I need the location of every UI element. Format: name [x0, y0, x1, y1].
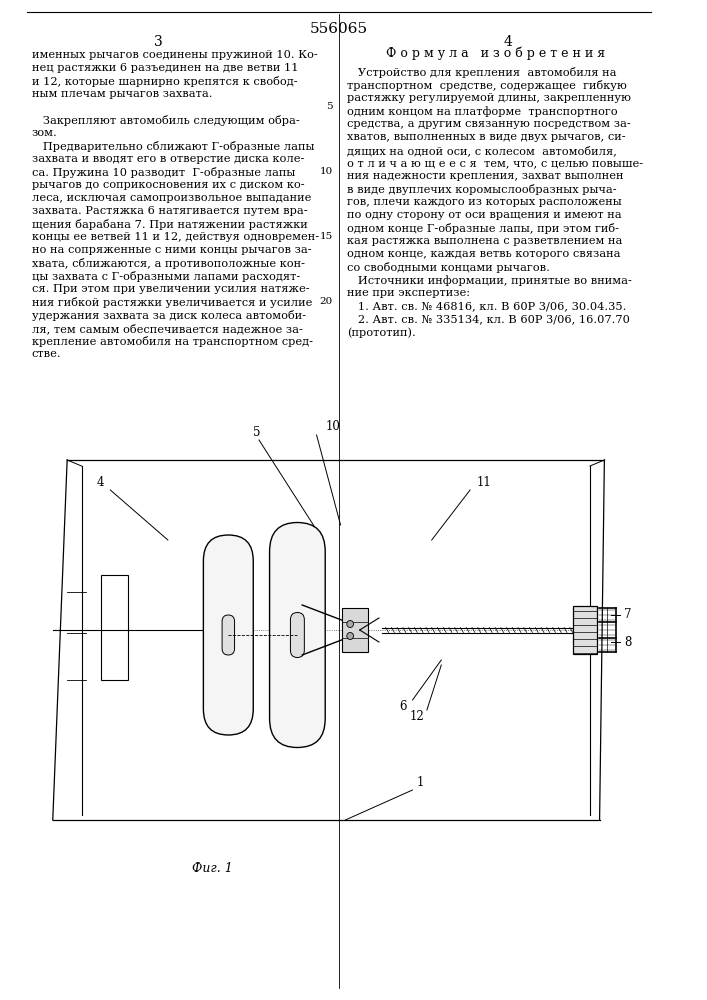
Text: растяжку регулируемой длины, закрепленную: растяжку регулируемой длины, закрепленну…: [347, 93, 631, 103]
Text: 5: 5: [326, 102, 333, 111]
Circle shape: [347, 620, 354, 628]
Text: Источники информации, принятые во внима-: Источники информации, принятые во внима-: [347, 275, 632, 286]
Text: 1: 1: [416, 776, 424, 790]
Text: ным плечам рычагов захвата.: ным плечам рычагов захвата.: [32, 89, 212, 99]
Text: 1. Авт. св. № 46816, кл. В 60Р 3/06, 30.04.35.: 1. Авт. св. № 46816, кл. В 60Р 3/06, 30.…: [347, 301, 626, 311]
Text: Фиг. 1: Фиг. 1: [192, 862, 233, 875]
Text: ния надежности крепления, захват выполнен: ния надежности крепления, захват выполне…: [347, 171, 624, 181]
Text: одном конце, каждая ветвь которого связана: одном конце, каждая ветвь которого связа…: [347, 249, 621, 259]
Text: одним концом на платформе  транспортного: одним концом на платформе транспортного: [347, 106, 618, 117]
FancyBboxPatch shape: [222, 615, 235, 655]
Text: 556065: 556065: [310, 22, 368, 36]
Text: захвата. Растяжка 6 натягивается путем вра-: захвата. Растяжка 6 натягивается путем в…: [32, 206, 308, 216]
Text: средства, а другим связанную посредством за-: средства, а другим связанную посредством…: [347, 119, 631, 129]
Text: 15: 15: [320, 232, 333, 241]
Text: (прототип).: (прототип).: [347, 327, 416, 338]
Text: зом.: зом.: [32, 128, 57, 138]
Text: Закрепляют автомобиль следующим обра-: Закрепляют автомобиль следующим обра-: [32, 115, 299, 126]
Bar: [341, 608, 368, 652]
Text: одном конце Г-образные лапы, при этом гиб-: одном конце Г-образные лапы, при этом ги…: [347, 223, 619, 234]
Text: 2. Авт. св. № 335134, кл. В 60Р 3/06, 16.07.70: 2. Авт. св. № 335134, кл. В 60Р 3/06, 16…: [347, 314, 630, 324]
Text: ся. При этом при увеличении усилия натяже-: ся. При этом при увеличении усилия натяж…: [32, 284, 309, 294]
Text: нец растяжки 6 разъединен на две ветви 11: нец растяжки 6 разъединен на две ветви 1…: [32, 63, 298, 73]
FancyBboxPatch shape: [269, 522, 325, 748]
Text: 4: 4: [97, 477, 105, 489]
Text: 12: 12: [410, 710, 425, 724]
Text: и 12, которые шарнирно крепятся к свобод-: и 12, которые шарнирно крепятся к свобод…: [32, 76, 297, 87]
Text: 6: 6: [399, 700, 407, 712]
Text: цы захвата с Г-образными лапами расходят-: цы захвата с Г-образными лапами расходят…: [32, 271, 300, 282]
Text: стве.: стве.: [32, 349, 62, 359]
Text: транспортном  средстве, содержащее  гибкую: транспортном средстве, содержащее гибкую: [347, 80, 627, 91]
Text: в виде двуплечих коромыслообразных рыча-: в виде двуплечих коромыслообразных рыча-: [347, 184, 617, 195]
Circle shape: [347, 633, 354, 640]
Text: Устройство для крепления  автомобиля на: Устройство для крепления автомобиля на: [347, 67, 617, 78]
Text: кая растяжка выполнена с разветвлением на: кая растяжка выполнена с разветвлением н…: [347, 236, 623, 246]
Text: Предварительно сближают Г-образные лапы: Предварительно сближают Г-образные лапы: [32, 141, 314, 152]
Text: леса, исключая самопроизвольное выпадание: леса, исключая самопроизвольное выпадани…: [32, 193, 311, 203]
Text: рычагов до соприкосновения их с диском ко-: рычагов до соприкосновения их с диском к…: [32, 180, 304, 190]
FancyBboxPatch shape: [204, 535, 253, 735]
Text: хвата, сближаются, а противоположные кон-: хвата, сближаются, а противоположные кон…: [32, 258, 305, 269]
Text: концы ее ветвей 11 и 12, действуя одновремен-: концы ее ветвей 11 и 12, действуя одновр…: [32, 232, 319, 242]
Text: по одну сторону от оси вращения и имеют на: по одну сторону от оси вращения и имеют …: [347, 210, 622, 220]
Text: но на сопряженные с ними концы рычагов за-: но на сопряженные с ними концы рычагов з…: [32, 245, 311, 255]
Text: Ф о р м у л а   и з о б р е т е н и я: Ф о р м у л а и з о б р е т е н и я: [387, 47, 605, 60]
Text: 10: 10: [325, 420, 340, 434]
Text: крепление автомобиля на транспортном сред-: крепление автомобиля на транспортном сре…: [32, 336, 312, 347]
Text: ние при экспертизе:: ние при экспертизе:: [347, 288, 470, 298]
Text: 20: 20: [320, 297, 333, 306]
Text: со свободными концами рычагов.: со свободными концами рычагов.: [347, 262, 550, 273]
Text: 11: 11: [477, 476, 492, 488]
Text: о т л и ч а ю щ е е с я  тем, что, с целью повыше-: о т л и ч а ю щ е е с я тем, что, с цель…: [347, 158, 643, 168]
Text: хватов, выполненных в виде двух рычагов, си-: хватов, выполненных в виде двух рычагов,…: [347, 132, 626, 142]
Text: 7: 7: [624, 608, 631, 621]
Text: 10: 10: [320, 167, 333, 176]
Text: 4: 4: [504, 35, 513, 49]
Text: ния гибкой растяжки увеличивается и усилие: ния гибкой растяжки увеличивается и усил…: [32, 297, 312, 308]
Text: 3: 3: [154, 35, 163, 49]
Text: 8: 8: [624, 636, 631, 648]
Text: дящих на одной оси, с колесом  автомобиля,: дящих на одной оси, с колесом автомобиля…: [347, 145, 617, 156]
Text: са. Пружина 10 разводит  Г-образные лапы: са. Пружина 10 разводит Г-образные лапы: [32, 167, 295, 178]
Text: удержания захвата за диск колеса автомоби-: удержания захвата за диск колеса автомоб…: [32, 310, 306, 321]
Text: захвата и вводят его в отверстие диска коле-: захвата и вводят его в отверстие диска к…: [32, 154, 304, 164]
Text: 5: 5: [253, 426, 261, 438]
FancyBboxPatch shape: [291, 612, 304, 658]
Bar: [573, 606, 597, 654]
Text: щения барабана 7. При натяжении растяжки: щения барабана 7. При натяжении растяжки: [32, 219, 308, 230]
Text: ля, тем самым обеспечивается надежное за-: ля, тем самым обеспечивается надежное за…: [32, 323, 303, 334]
Text: гов, плечи каждого из которых расположены: гов, плечи каждого из которых расположен…: [347, 197, 622, 207]
Bar: [100, 575, 127, 680]
Text: именных рычагов соединены пружиной 10. Ко-: именных рычагов соединены пружиной 10. К…: [32, 50, 317, 60]
